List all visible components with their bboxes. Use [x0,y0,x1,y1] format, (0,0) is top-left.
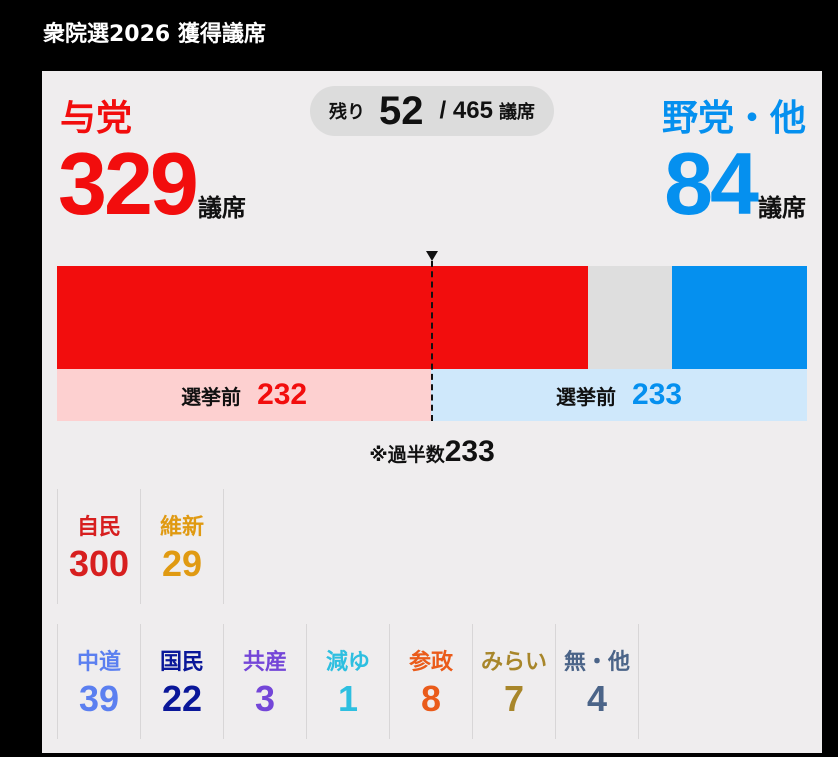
party-seats: 29 [161,542,203,584]
ruling-seats: 329 [58,134,199,233]
bar-segment-2 [671,266,807,369]
majority-line [431,261,433,421]
party-name: 参政 [408,649,453,675]
ruling-parties: 自民 300 維新 29 [57,489,224,604]
party-name: 維新 [159,514,204,540]
party-tile: 無・他 4 [555,624,639,739]
ruling-before-label: 選挙前 [181,384,242,409]
seat-bar [57,266,807,369]
party-tile: 国民 22 [140,624,223,739]
party-name: 無・他 [563,649,630,675]
party-seats: 1 [337,677,359,719]
remaining-badge: 残り 52 / 465 議席 [310,86,554,136]
opposition-seat-count: 84 議席 [664,134,806,233]
remaining-unit: 議席 [498,102,535,123]
party-seats: 7 [503,677,525,719]
opposition-parties: 中道 39 国民 22 共産 3 減ゆ 1 参政 8 みらい 7 無・他 4 [57,624,639,739]
party-name: 自民 [76,514,121,540]
ruling-before-seats: 232 [257,378,308,411]
party-seats: 8 [420,677,442,719]
party-tile: 自民 300 [57,489,140,604]
opposition-before: 選挙前 233 [431,369,807,421]
party-tile: 共産 3 [223,624,306,739]
party-tile: みらい 7 [472,624,555,739]
party-tile: 減ゆ 1 [306,624,389,739]
party-name: みらい [480,649,547,675]
party-tile: 参政 8 [389,624,472,739]
party-seats: 22 [161,677,203,719]
before-election-row: 選挙前 232 選挙前 233 [57,369,807,421]
party-name: 減ゆ [325,649,370,675]
party-tile: 中道 39 [57,624,140,739]
party-name: 中道 [76,649,121,675]
opposition-seats: 84 [664,134,759,233]
party-seats: 300 [68,542,130,584]
opposition-before-label: 選挙前 [556,384,617,409]
majority-label: ※過半数 [369,444,445,466]
opposition-before-seats: 233 [632,378,683,411]
remaining-seats: 52 [379,88,424,133]
ruling-unit: 議席 [197,194,246,222]
total-seats: / 465 [439,97,493,124]
bar-segment-1 [587,266,672,369]
party-name: 国民 [159,649,204,675]
party-tile: 維新 29 [140,489,224,604]
ruling-seat-count: 329 議席 [58,134,246,233]
opposition-unit: 議席 [758,194,806,222]
opposition-label: 野党・他 [661,98,806,139]
remaining-label: 残り [329,102,366,123]
party-seats: 4 [586,677,608,719]
page-title: 衆院選2026 獲得議席 [43,22,266,47]
majority-value: 233 [444,435,495,468]
majority-marker-icon [426,251,438,261]
party-name: 共産 [242,649,287,675]
party-seats: 39 [78,677,120,719]
bar-segment-0 [57,266,588,369]
majority-note: ※過半数233 [42,435,822,469]
results-panel: 与党 野党・他 残り 52 / 465 議席 329 議席 84 議席 選挙前 … [42,71,822,753]
ruling-before: 選挙前 232 [57,369,432,421]
ruling-label: 与党 [60,98,133,139]
party-seats: 3 [254,677,276,719]
